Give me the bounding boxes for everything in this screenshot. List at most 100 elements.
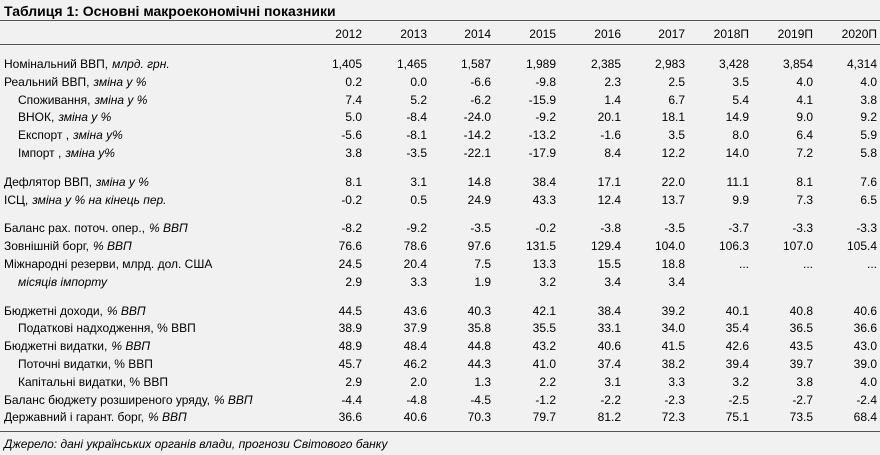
cell-value: 44.3 <box>467 357 491 371</box>
label-unit: % ВВП <box>93 239 132 254</box>
cell-value: 105.4 <box>846 239 877 254</box>
cell-value: -4.8 <box>406 392 427 407</box>
cell-value: 5.0 <box>345 110 362 125</box>
label-text: Капітальні видатки, % ВВП <box>18 374 168 389</box>
cell-value: -3.5 <box>664 221 685 236</box>
cell-value: 20.1 <box>597 110 621 125</box>
cell-value: 3.3 <box>410 274 427 289</box>
label-text: Номінальний ВВП, <box>4 57 109 71</box>
cell-value: -17.9 <box>528 146 556 160</box>
cell-value: -9.8 <box>535 74 556 89</box>
label-text: Бюджетні видатки, <box>4 339 108 354</box>
cell-value: -14.2 <box>463 128 491 143</box>
row-label: Реальний ВВП, зміна у % <box>4 74 146 90</box>
cell-value: -4.5 <box>470 392 491 407</box>
cell-value: 1.3 <box>474 374 491 389</box>
row-label: Бюджетні видатки,% ВВП <box>4 338 150 354</box>
cell-value: 41.0 <box>532 357 556 371</box>
cell-value: 43.0 <box>853 339 877 354</box>
cell-value: 40.1 <box>725 303 749 318</box>
rule <box>0 44 880 45</box>
cell-value: 15.5 <box>597 257 621 271</box>
column-header: 2020П <box>841 27 877 41</box>
cell-value: 5.2 <box>410 92 427 107</box>
cell-value: 17.1 <box>597 174 621 189</box>
cell-value: 43.5 <box>789 339 813 354</box>
cell-value: 38.2 <box>661 357 685 371</box>
cell-value: 12.2 <box>661 146 685 160</box>
cell-value: 1.4 <box>604 92 621 107</box>
cell-value: 40.6 <box>597 339 621 354</box>
cell-value: 18.1 <box>661 110 685 125</box>
cell-value: 7.6 <box>860 174 877 189</box>
cell-value: 5.8 <box>860 146 877 160</box>
cell-value: 7.3 <box>796 192 813 207</box>
label-unit: зміна у % <box>93 74 147 89</box>
cell-value: 129.4 <box>590 239 621 254</box>
cell-value: 4.0 <box>796 74 813 89</box>
row-label: Бюджетні доходи,% ВВП <box>4 303 146 319</box>
label-unit: % ВВП <box>147 410 187 425</box>
label-text: Дефлятор ВВП, <box>4 174 92 189</box>
cell-value: 8.1 <box>345 174 362 189</box>
cell-value: 24.5 <box>338 257 362 271</box>
cell-value: 44.8 <box>467 339 491 354</box>
cell-value: 38.9 <box>338 321 362 336</box>
column-header: 2016 <box>594 27 621 41</box>
cell-value: -5.6 <box>341 128 362 143</box>
cell-value: 14.8 <box>467 174 491 189</box>
cell-value: 40.6 <box>403 410 427 425</box>
cell-value: 24.9 <box>467 192 491 207</box>
cell-value: 4,314 <box>846 57 877 71</box>
cell-value: 3,854 <box>782 57 813 71</box>
cell-value: 131.5 <box>525 239 556 254</box>
cell-value: 104.0 <box>654 239 685 254</box>
column-header: 2014 <box>464 27 491 41</box>
cell-value: 2.0 <box>410 374 427 389</box>
cell-value: -3.3 <box>856 221 877 236</box>
column-header: 2013 <box>400 27 427 41</box>
cell-value: 8.1 <box>796 174 813 189</box>
row-label: Дефлятор ВВП, зміна у % <box>4 174 149 190</box>
cell-value: 1.9 <box>474 274 491 289</box>
cell-value: -3.3 <box>792 221 813 236</box>
label-text: Баланс рах. поточ. опер., <box>4 221 145 236</box>
label-text: Державний і гарант. борг, <box>4 410 144 425</box>
label-text: Міжнародні резерви, млрд. дол. США <box>4 257 213 271</box>
cell-value: 18.8 <box>661 257 685 271</box>
cell-value: 1,405 <box>331 57 362 71</box>
cell-value: 3.5 <box>668 128 685 143</box>
cell-value: 3.2 <box>732 374 749 389</box>
cell-value: -1.2 <box>535 392 556 407</box>
cell-value: 38.4 <box>532 174 556 189</box>
cell-value: 3.3 <box>668 374 685 389</box>
cell-value: -8.4 <box>406 110 427 125</box>
cell-value: 2.5 <box>668 74 685 89</box>
cell-value: 73.5 <box>789 410 813 425</box>
label-unit: % ВВП <box>213 392 253 407</box>
row-label: Баланс бюджету розширеного уряду,% ВВП <box>4 392 253 408</box>
cell-value: 40.6 <box>853 303 877 318</box>
cell-value: 14.9 <box>725 110 749 125</box>
cell-value: 12.4 <box>597 192 621 207</box>
cell-value: 7.5 <box>474 257 491 271</box>
cell-value: 7.4 <box>345 92 362 107</box>
cell-value: 3.8 <box>860 92 877 107</box>
cell-value: 68.4 <box>853 410 877 425</box>
cell-value: 2.9 <box>345 374 362 389</box>
label-text: Зовнішній борг, <box>4 239 90 254</box>
cell-value: 35.8 <box>467 321 491 336</box>
row-label: Імпорт , зміна у% <box>18 145 115 161</box>
cell-value: 3.4 <box>668 274 685 289</box>
row-label: Експорт , зміна у% <box>18 127 123 143</box>
cell-value: 6.5 <box>860 192 877 207</box>
cell-value: 97.6 <box>467 239 491 254</box>
cell-value: 43.3 <box>532 192 556 207</box>
cell-value: 3.2 <box>539 274 556 289</box>
cell-value: 40.8 <box>789 303 813 318</box>
cell-value: 39.2 <box>661 303 685 318</box>
cell-value: 45.7 <box>338 357 362 371</box>
cell-value: 3.8 <box>796 374 813 389</box>
column-header: 2012 <box>335 27 362 41</box>
label-unit: місяців імпорту <box>18 274 108 289</box>
